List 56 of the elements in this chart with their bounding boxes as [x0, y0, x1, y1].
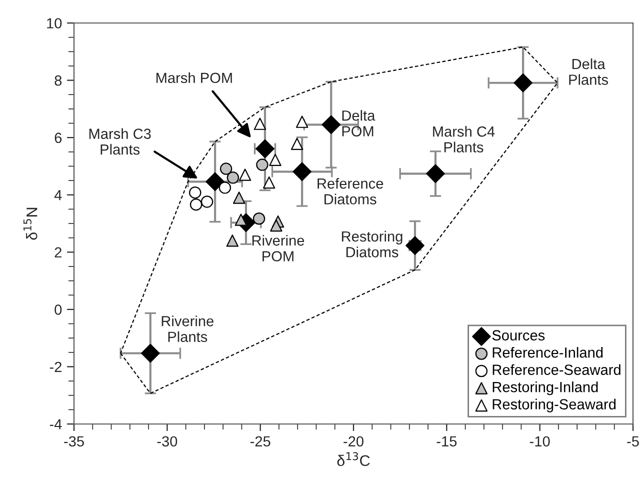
point [256, 139, 274, 158]
x-axis-title: δ$^{13}$C [337, 452, 370, 466]
y-tick-label: 8 [54, 75, 62, 86]
point [322, 115, 341, 134]
annotation: Riverine POM [252, 234, 304, 262]
point [254, 118, 266, 130]
point [269, 154, 282, 166]
x-tick-label: -35 [64, 436, 84, 447]
point [270, 219, 282, 232]
legend-label: Reference-Seaward [492, 364, 620, 375]
point [296, 116, 308, 128]
x-tick-label: -20 [344, 436, 364, 447]
point [220, 162, 232, 175]
y-tick-label: 10 [47, 18, 62, 28]
legend-label: Sources [492, 330, 545, 340]
annotation: Riverine Plants [162, 316, 214, 342]
y-tick-label: -2 [50, 362, 62, 372]
annotation: Marsh C4 Plants [433, 126, 495, 152]
legend-label: Restoring-Inland [492, 382, 598, 396]
point [200, 196, 214, 208]
x-tick-label: -30 [157, 436, 178, 447]
point [190, 198, 202, 211]
annotation: Marsh C3 Plants [89, 128, 151, 155]
point [206, 172, 224, 192]
point [252, 212, 266, 225]
point [189, 186, 202, 199]
point [238, 168, 252, 181]
point [232, 192, 246, 204]
point [426, 164, 445, 184]
point [290, 138, 304, 150]
legend-label: Restoring-Seaward [492, 398, 616, 412]
y-tick-label: 0 [54, 304, 62, 315]
point [256, 158, 268, 171]
x-tick-label: -10 [530, 436, 550, 447]
y-tick-label: 6 [54, 132, 62, 143]
point [226, 172, 240, 184]
x-tick-label: -25 [250, 436, 270, 447]
point [262, 176, 276, 189]
point [218, 182, 232, 194]
annotation: Delta Plants [569, 58, 608, 85]
annotation: Restoring Diatoms [342, 230, 402, 258]
point [292, 162, 312, 182]
y-tick-label: 4 [54, 190, 62, 200]
point [406, 236, 424, 255]
x-tick-label: -15 [436, 436, 457, 447]
annotation: Delta POM [342, 110, 376, 136]
point [141, 344, 160, 363]
annotation: Reference Diatoms [318, 178, 384, 204]
y-tick-label: -4 [50, 419, 62, 430]
x-tick-label: -5 [627, 436, 639, 447]
point [226, 234, 238, 247]
annotation: Marsh POM [156, 72, 232, 84]
y-tick-label: 2 [54, 247, 62, 258]
legend-label: Reference-Inland [492, 347, 603, 358]
y-axis-title: δ$^{15}$N [24, 208, 38, 240]
point [514, 73, 532, 92]
